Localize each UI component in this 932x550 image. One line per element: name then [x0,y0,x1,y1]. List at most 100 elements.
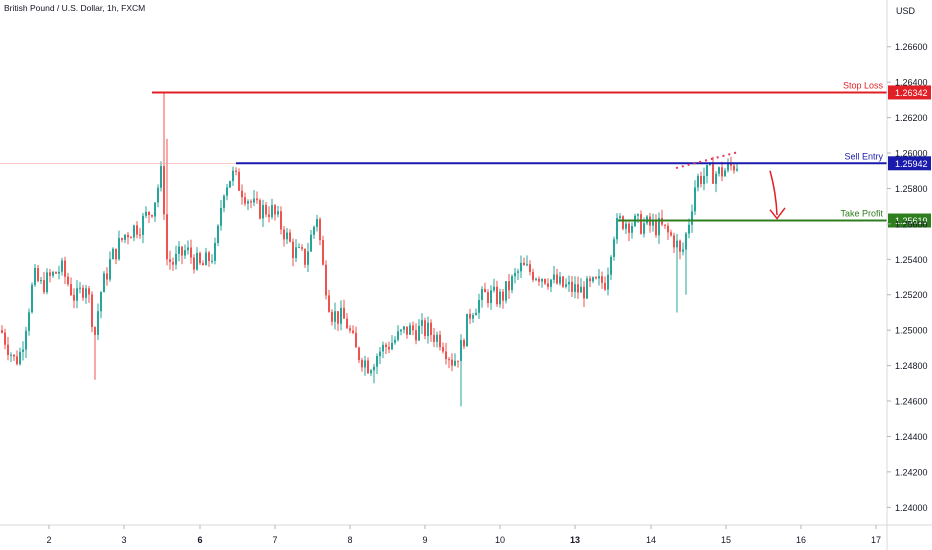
y-tick-label: 1.26400 [895,78,928,88]
candle-body [196,253,198,270]
sell-entry-price: 1.25942 [895,159,928,169]
candle-body [229,181,231,188]
candle-body [616,218,618,240]
candle-body [550,279,552,287]
candle-body [568,281,570,285]
candle-body [706,164,708,176]
candle-body [697,175,699,188]
candle-body [523,262,525,266]
candle-body [406,326,408,335]
candle-body [664,224,666,226]
candle-body [487,292,489,304]
candle-body [721,167,723,177]
candle-body [520,262,522,272]
candle-body [412,325,414,331]
candle-body [25,330,27,350]
y-tick-label: 1.25000 [895,326,928,336]
down-arrow-shaft [769,170,778,216]
candle-body [307,251,309,265]
candle-body [142,215,144,235]
candle-body [508,281,510,291]
candle-body [535,278,537,280]
candle-body [493,286,495,291]
candle-body [712,163,714,184]
candle-body [604,282,606,290]
candle-body [592,277,594,282]
candle-body [718,167,720,174]
candle-body [715,173,717,184]
candle-body [136,225,138,235]
candle-body [283,229,285,240]
candle-body [562,276,564,287]
candle-body [439,334,441,348]
candle-body [679,240,681,252]
candle-body [46,272,48,293]
candle-body [61,260,63,272]
candle-body [397,331,399,340]
candle-body [403,326,405,330]
y-tick-label: 1.24400 [895,432,928,442]
candle-body [52,271,54,276]
candle-body [682,249,684,252]
candle-body [262,204,264,219]
candle-body [553,274,555,280]
candle-body [349,328,351,331]
candle-body [364,360,366,368]
x-tick-label: 2 [46,535,51,545]
candle-body [457,360,459,362]
candle-body [112,248,114,260]
candle-body [178,246,180,254]
candle-body [319,219,321,241]
candle-body [145,211,147,216]
candle-body [118,238,120,260]
candle-body [85,288,87,298]
candle-body [253,198,255,203]
candle-body [505,281,507,301]
take-profit-price: 1.25619 [895,216,928,226]
candle-body [355,332,357,348]
candle-body [685,233,687,250]
candle-body [64,260,66,277]
candle-body [187,247,189,251]
candle-body [49,272,51,276]
candle-body [496,286,498,305]
stop-loss-label: Stop Loss [843,80,884,90]
candle-body [70,284,72,296]
x-tick-label: 16 [796,535,806,545]
x-tick-label: 7 [272,535,277,545]
candle-body [190,247,192,258]
candle-body [106,273,108,280]
candle-body [538,278,540,282]
candle-body [418,325,420,341]
candle-body [463,340,465,347]
candle-body [343,307,345,319]
y-tick-label: 1.25800 [895,184,928,194]
candle-body [601,276,603,283]
candle-body [472,315,474,319]
candle-body [409,325,411,335]
candle-body [268,214,270,217]
candle-body [385,344,387,348]
candle-body [22,349,24,352]
candle-body [169,259,171,262]
take-profit-label: Take Profit [840,209,883,219]
candle-body [382,344,384,352]
currency-label: USD [896,6,916,16]
candle-body [109,259,111,280]
candle-body [478,299,480,313]
candle-body [259,200,261,219]
candle-body [469,313,471,319]
candle-body [208,252,210,262]
candle-body [313,226,315,235]
y-tick-label: 1.26600 [895,42,928,52]
candle-body [484,288,486,293]
candle-body [1,330,3,333]
candle-body [670,232,672,236]
candle-body [511,276,513,291]
candle-body [235,170,237,172]
candle-body [688,224,690,234]
candle-body [724,170,726,177]
candle-body [703,175,705,184]
candle-body [667,225,669,233]
